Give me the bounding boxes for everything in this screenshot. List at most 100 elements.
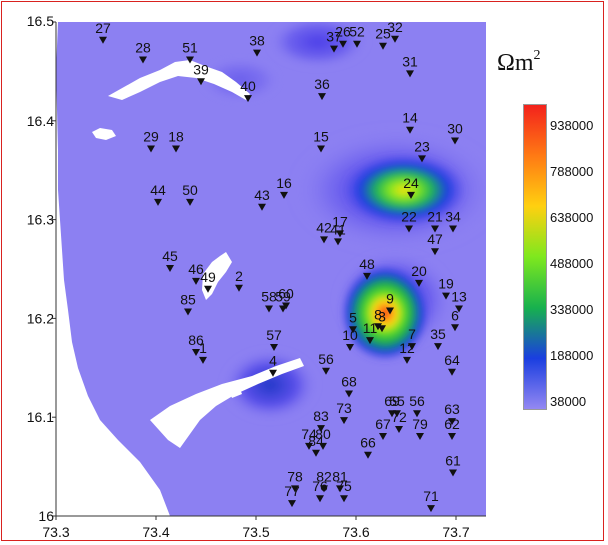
station-label: 16	[276, 175, 292, 191]
station-marker	[345, 390, 353, 398]
x-tick-label: 73.4	[142, 524, 169, 540]
station-marker	[448, 368, 456, 376]
station-20: 20	[411, 263, 427, 287]
station-85: 85	[180, 291, 196, 316]
station-label: 74	[301, 426, 317, 442]
station-74: 74	[301, 426, 317, 450]
station-label: 11	[363, 320, 378, 336]
station-46: 46	[188, 261, 204, 285]
station-label: 60	[278, 286, 294, 302]
station-9: 9	[386, 290, 394, 315]
station-15: 15	[313, 128, 329, 153]
station-32: 32	[387, 19, 403, 43]
station-marker	[405, 225, 413, 233]
colorbar-unit: Ωm2	[497, 48, 541, 77]
station-marker	[322, 367, 330, 375]
station-21: 21	[427, 208, 443, 233]
station-10: 10	[342, 327, 358, 352]
station-49: 49	[200, 269, 216, 293]
station-61: 61	[445, 453, 461, 477]
station-marker	[379, 432, 387, 440]
station-81: 81	[332, 468, 348, 493]
station-marker	[363, 272, 371, 280]
station-label: 28	[135, 40, 151, 56]
station-86: 86	[188, 332, 204, 356]
station-label: 49	[200, 269, 216, 285]
station-marker	[317, 425, 325, 433]
station-label: 41	[330, 221, 346, 237]
station-label: 6	[451, 307, 459, 323]
x-tick-label: 73.7	[442, 524, 469, 540]
station-50: 50	[182, 182, 198, 206]
colorbar-label: 488000	[550, 256, 594, 271]
station-marker	[204, 285, 212, 293]
y-tick-label: 16	[38, 508, 54, 524]
station-34: 34	[445, 208, 461, 233]
station-marker	[147, 145, 155, 153]
station-marker	[336, 485, 344, 493]
station-marker	[346, 344, 354, 352]
station-marker	[154, 198, 162, 206]
station-68: 68	[341, 373, 357, 398]
station-label: 29	[143, 128, 159, 144]
station-marker	[391, 35, 399, 43]
station-marker	[403, 356, 411, 364]
station-2: 2	[235, 268, 243, 292]
station-marker	[172, 145, 180, 153]
station-label: 25	[375, 26, 391, 42]
station-24: 24	[403, 175, 419, 199]
station-marker	[184, 308, 192, 316]
station-75: 75	[336, 478, 352, 503]
station-marker	[280, 191, 288, 199]
station-30: 30	[447, 121, 463, 145]
station-label: 46	[188, 261, 204, 277]
station-label: 19	[438, 276, 454, 292]
station-82: 82	[316, 468, 332, 493]
station-label: 45	[162, 248, 178, 264]
y-tick-label: 16.5	[27, 13, 54, 29]
station-23: 23	[414, 138, 430, 163]
station-63: 63	[444, 401, 460, 426]
station-marker	[415, 279, 423, 287]
station-marker	[379, 42, 387, 50]
station-label: 4	[269, 353, 277, 369]
station-marker	[320, 236, 328, 244]
station-label: 18	[168, 128, 184, 144]
station-label: 69	[384, 393, 400, 409]
station-marker	[265, 305, 273, 313]
station-label: 21	[427, 208, 443, 224]
station-36: 36	[314, 76, 330, 101]
station-marker	[407, 191, 415, 199]
station-84: 84	[308, 433, 324, 457]
station-label: 26	[335, 24, 351, 40]
station-label: 44	[150, 182, 166, 198]
y-tick-label: 16.2	[27, 310, 54, 326]
station-25: 25	[375, 26, 391, 50]
station-73: 73	[336, 400, 352, 425]
station-marker	[406, 126, 414, 134]
station-6: 6	[451, 307, 459, 332]
station-label: 66	[360, 435, 376, 451]
station-label: 81	[332, 468, 348, 484]
station-marker	[253, 49, 261, 57]
station-60: 60	[278, 286, 294, 310]
station-marker	[235, 284, 243, 292]
station-marker	[291, 485, 299, 493]
station-13: 13	[451, 289, 467, 313]
station-label: 10	[342, 327, 358, 343]
station-label: 9	[386, 290, 394, 306]
station-label: 20	[411, 263, 427, 279]
station-label: 50	[182, 182, 198, 198]
station-label: 85	[180, 291, 196, 307]
station-marker	[288, 500, 296, 508]
station-marker	[320, 485, 328, 493]
station-4: 4	[269, 353, 277, 377]
station-16: 16	[276, 175, 292, 199]
colorbar	[523, 104, 547, 410]
station-7: 7	[408, 326, 416, 351]
station-label: 27	[95, 20, 111, 36]
station-marker	[269, 369, 277, 377]
station-label: 72	[391, 409, 407, 425]
